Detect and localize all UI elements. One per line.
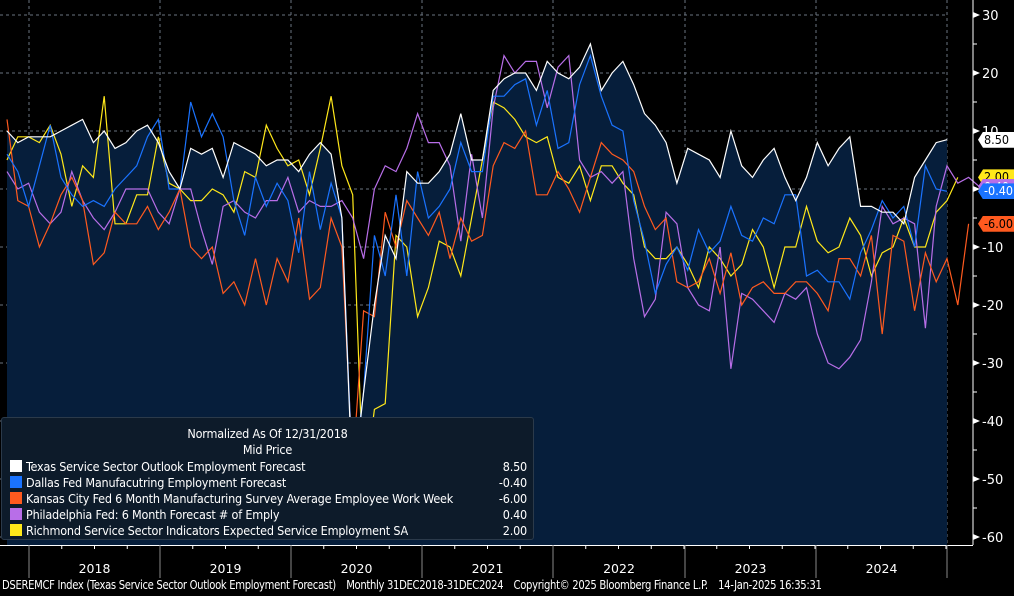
x-tick-label: 2020 (341, 561, 373, 576)
y-tick-label: -10 (982, 241, 1003, 256)
legend-swatch (10, 460, 22, 472)
legend-value: -6.00 (498, 490, 527, 506)
footer: DSEREMCF Index (Texas Service Sector Out… (2, 578, 829, 592)
legend-value: -0.40 (498, 474, 527, 490)
legend-label: Dallas Fed Manufacutring Employment Fore… (26, 474, 287, 490)
legend-swatch (10, 508, 22, 520)
y-tick-label: 30 (982, 9, 999, 24)
legend-item: Kansas City Fed 6 Month Manufacturing Su… (2, 490, 533, 506)
legend-item: Richmond Service Sector Indicators Expec… (2, 522, 533, 538)
legend-value: 8.50 (502, 458, 527, 474)
y-tick-marker (973, 476, 980, 482)
x-tick-label: 2024 (866, 561, 898, 576)
y-tick-marker (973, 418, 980, 424)
x-tick-label: 2019 (210, 561, 242, 576)
legend-swatch (10, 492, 22, 504)
x-tick-label: 2021 (472, 561, 504, 576)
legend-label: Texas Service Sector Outlook Employment … (26, 458, 306, 474)
footer-timestamp: 14-Jan-2025 16:35:31 (718, 578, 822, 592)
legend-label: Philadelphia Fed: 6 Month Forecast # of … (26, 506, 280, 522)
y-tick-label: -50 (982, 473, 1003, 488)
last-value-tag: -0.40 (978, 183, 1014, 200)
legend-value: 2.00 (502, 522, 527, 538)
series-line-texas-service-sector-outlook-employment-forecast (6, 42, 948, 491)
y-tick-marker (973, 186, 980, 192)
legend-swatch (10, 524, 22, 536)
last-value-tag: 8.50 (978, 131, 1014, 148)
x-tick-label: 2018 (79, 561, 111, 576)
y-tick-marker (973, 128, 980, 134)
legend-item: Dallas Fed Manufacutring Employment Fore… (2, 474, 533, 490)
y-tick-marker (973, 12, 980, 18)
y-tick-label: -40 (982, 415, 1003, 430)
axes: 3020100-10-20-30-40-50-60201820192020202… (0, 0, 1003, 578)
series-line-philadelphia-fed-6-month-forecast-of-emply (6, 54, 980, 370)
legend-label: Kansas City Fed 6 Month Manufacturing Su… (26, 490, 454, 506)
series-line-kansas-city-fed-6-month-manufacturing-survey-average-employee-work-week (6, 119, 970, 468)
y-tick-marker (973, 360, 980, 366)
x-tick-label: 2022 (603, 561, 635, 576)
x-tick-label: 2023 (735, 561, 767, 576)
legend-title: Normalized As Of 12/31/2018 (187, 426, 348, 441)
y-tick-label: -20 (982, 299, 1003, 314)
y-tick-label: -60 (982, 531, 1003, 546)
legend: Normalized As Of 12/31/2018 Mid Price Te… (1, 417, 534, 540)
footer-copyright: Copyright© 2025 Bloomberg Finance L.P. (513, 578, 709, 592)
legend-value: 0.40 (502, 506, 527, 522)
last-value-tag: -6.00 (978, 215, 1014, 232)
y-tick-marker (973, 534, 980, 540)
footer-ticker: DSEREMCF Index (Texas Service Sector Out… (2, 578, 336, 592)
footer-range: Monthly 31DEC2018-31DEC2024 (346, 578, 504, 592)
legend-label: Richmond Service Sector Indicators Expec… (26, 522, 408, 538)
legend-item: Philadelphia Fed: 6 Month Forecast # of … (2, 506, 533, 522)
legend-item: Texas Service Sector Outlook Employment … (2, 458, 533, 474)
series-line-dallas-fed-manufacutring-employment-forecast (6, 53, 948, 480)
y-tick-marker (973, 70, 980, 76)
legend-swatch (10, 476, 22, 488)
y-tick-marker (973, 302, 980, 308)
series-lines (6, 42, 980, 497)
y-tick-label: -30 (982, 357, 1003, 372)
y-tick-marker (973, 244, 980, 250)
y-tick-label: 20 (982, 67, 999, 82)
legend-subtitle: Mid Price (242, 442, 293, 457)
